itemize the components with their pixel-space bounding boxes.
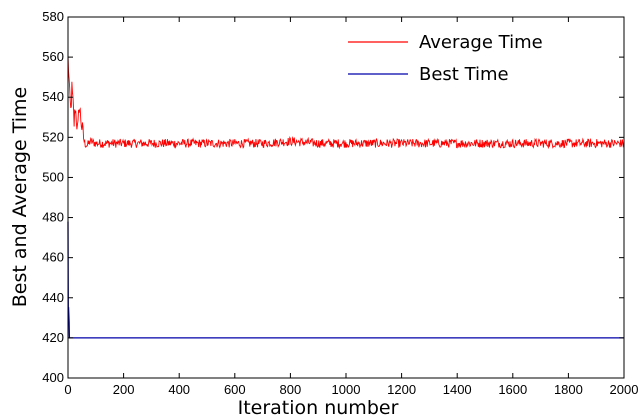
y-tick-label: 580 — [42, 9, 64, 24]
y-tick-label: 460 — [42, 250, 64, 265]
y-tick-label: 440 — [42, 290, 64, 305]
legend: Average Time Best Time — [348, 32, 543, 85]
y-tick-label: 560 — [42, 49, 64, 64]
plot-area — [68, 17, 624, 378]
y-tick-label: 500 — [42, 169, 64, 184]
ticks-layer: 0 200 400 600 800 1000 1200 1400 1600 1800 2000 400… — [42, 9, 638, 397]
x-tick-label: 200 — [113, 382, 135, 397]
x-tick-label: 1000 — [332, 382, 361, 397]
y-tick-label: 520 — [42, 129, 64, 144]
legend-label: Best Time — [419, 64, 509, 85]
y-tick-label: 540 — [42, 89, 64, 104]
x-tick-label: 0 — [64, 382, 71, 397]
x-tick-label: 2000 — [610, 382, 639, 397]
y-tick-label: 400 — [42, 370, 64, 385]
x-tick-label: 1600 — [498, 382, 527, 397]
y-axis-label: Best and Average Time — [9, 87, 31, 307]
y-tick-label: 420 — [42, 330, 64, 345]
x-tick-label: 600 — [224, 382, 246, 397]
x-tick-label: 400 — [168, 382, 190, 397]
x-tick-label: 1200 — [387, 382, 416, 397]
x-axis-label: Iteration number — [238, 397, 399, 416]
x-tick-label: 1400 — [443, 382, 472, 397]
x-tick-label: 1800 — [554, 382, 583, 397]
x-tick-label: 800 — [280, 382, 302, 397]
legend-label: Average Time — [419, 32, 543, 53]
y-tick-label: 480 — [42, 210, 64, 225]
series-line-average-time — [67, 54, 625, 150]
